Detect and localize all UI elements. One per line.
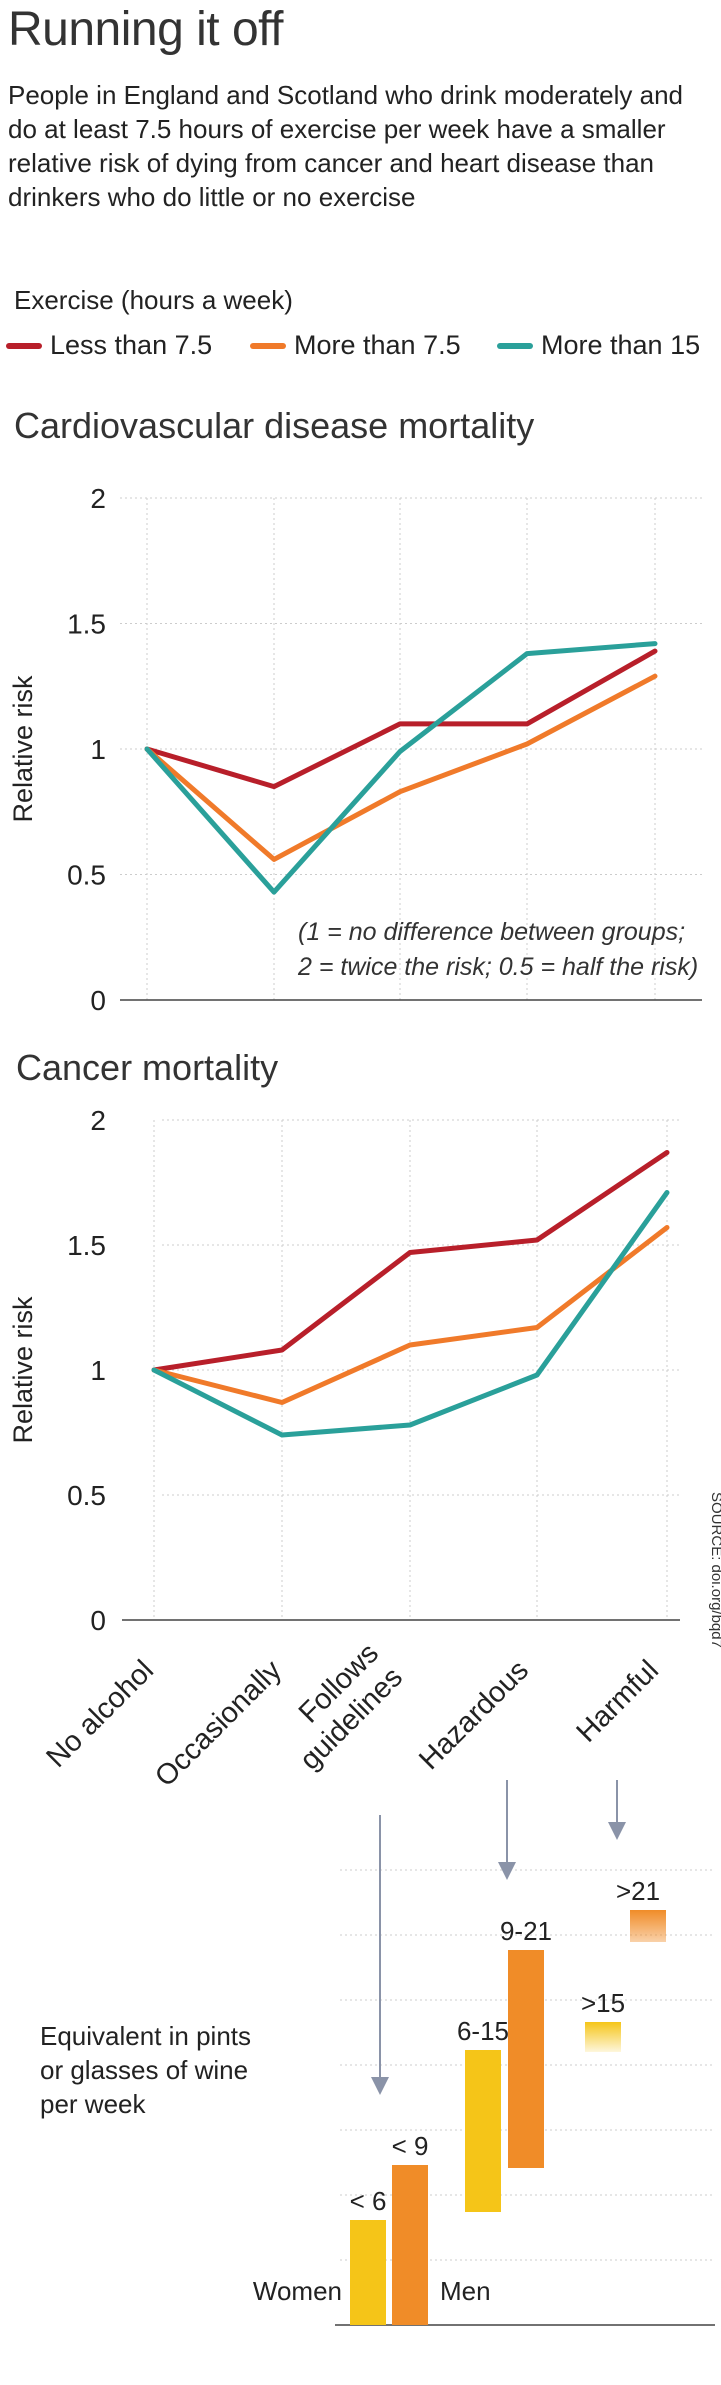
x-tick-label-line: Occasionally xyxy=(149,1654,288,1793)
women-bar xyxy=(350,2220,386,2325)
page-subtitle: People in England and Scotland who drink… xyxy=(8,80,684,212)
y-axis-label: Relative risk xyxy=(8,675,38,823)
men-bar xyxy=(630,1910,666,1942)
y-tick-label: 0 xyxy=(90,1605,106,1636)
equivalence-title-line: per week xyxy=(40,2089,146,2119)
chart-title: Cancer mortality xyxy=(16,1047,278,1088)
men-label: Men xyxy=(440,2276,491,2306)
series-line-less-than-7-5 xyxy=(144,648,658,790)
equivalence-title-line: or glasses of wine xyxy=(40,2055,248,2085)
x-tick-label: Hazardous xyxy=(413,1654,535,1776)
y-tick-label: 1 xyxy=(90,734,106,765)
series-line-less-than-7-5 xyxy=(151,1150,670,1373)
series-line-more-than-7-5 xyxy=(151,1225,670,1405)
men-bar-label: >21 xyxy=(616,1876,660,1906)
legend-title: Exercise (hours a week) xyxy=(14,285,293,315)
y-tick-label: 0.5 xyxy=(67,1480,106,1511)
men-bar-label: < 9 xyxy=(392,2131,429,2161)
legend-label: More than 15 xyxy=(541,330,701,360)
y-tick-label: 2 xyxy=(90,483,106,514)
legend-item-more-than-15: More than 15 xyxy=(497,330,700,361)
x-tick-label-line: Hazardous xyxy=(413,1654,535,1776)
y-tick-label: 1.5 xyxy=(67,609,106,640)
legend-swatch xyxy=(250,342,286,349)
women-label: Women xyxy=(253,2276,342,2306)
legend-item-less-than-7-5: Less than 7.5 xyxy=(6,330,212,361)
page-title: Running it off xyxy=(8,3,283,56)
y-tick-label: 1.5 xyxy=(67,1230,106,1261)
y-tick-label: 0.5 xyxy=(67,860,106,891)
men-bar-label: 9-21 xyxy=(500,1916,552,1946)
legend-label: Less than 7.5 xyxy=(50,330,213,360)
y-tick-label: 2 xyxy=(90,1105,106,1136)
women-bar xyxy=(585,2022,621,2052)
legend-item-more-than-7-5: More than 7.5 xyxy=(250,330,461,361)
chart-title: Cardiovascular disease mortality xyxy=(14,405,534,446)
x-tick-label-line: Harmful xyxy=(571,1654,665,1748)
y-tick-label: 1 xyxy=(90,1355,106,1386)
men-bar xyxy=(508,1950,544,2168)
women-bar xyxy=(465,2050,501,2212)
y-tick-label: 0 xyxy=(90,985,106,1016)
chart-annotation: (1 = no difference between groups; xyxy=(298,918,685,946)
arrow-head xyxy=(498,1862,516,1880)
series-line-more-than-15 xyxy=(144,641,658,895)
arrow-head xyxy=(371,2077,389,2095)
men-bar xyxy=(392,2165,428,2325)
x-tick-label: Harmful xyxy=(571,1654,665,1748)
legend-swatch xyxy=(6,342,42,349)
chart-annotation: 2 = twice the risk; 0.5 = half the risk) xyxy=(297,953,698,981)
series-line-more-than-7-5 xyxy=(144,673,658,862)
arrow-head xyxy=(608,1822,626,1840)
women-bar-label: 6-15 xyxy=(457,2016,509,2046)
x-tick-label-line: No alcohol xyxy=(40,1654,160,1774)
y-axis-label: Relative risk xyxy=(8,1296,38,1444)
x-tick-label: Occasionally xyxy=(149,1654,288,1793)
legend-swatch xyxy=(497,342,533,349)
x-tick-label: Followsguidelines xyxy=(270,1637,409,1776)
source-note: SOURCE: doi.org/bqd7 xyxy=(708,1492,721,1648)
equivalence-title-line: Equivalent in pints xyxy=(40,2021,251,2051)
series-line-more-than-15 xyxy=(151,1190,670,1438)
x-tick-label: No alcohol xyxy=(40,1654,160,1774)
women-bar-label: < 6 xyxy=(350,2186,387,2216)
legend-label: More than 7.5 xyxy=(294,330,461,360)
women-bar-label: >15 xyxy=(581,1988,625,2018)
